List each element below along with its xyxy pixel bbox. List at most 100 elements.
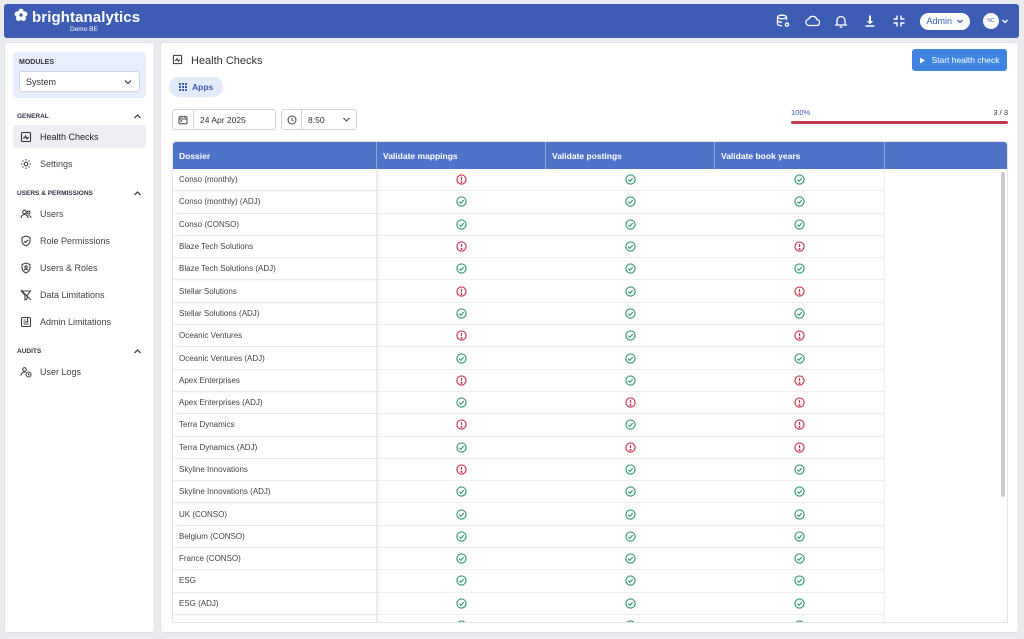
column-header-validate-postings[interactable]: Validate postings (546, 142, 715, 169)
table-row[interactable]: Oceanic Ventures (173, 325, 1007, 348)
database-settings-icon[interactable] (775, 13, 791, 29)
validate-book-years-status-check-circle-icon (715, 191, 885, 214)
validate-postings-status-check-circle-icon (546, 481, 715, 504)
validate-postings-status-check-circle-icon (546, 236, 715, 259)
sidebar-item-label: Admin Limitations (40, 316, 112, 327)
start-health-check-button[interactable]: Start health check (912, 49, 1007, 71)
sidebar-item-users-roles[interactable]: Users & Roles (13, 256, 146, 279)
validate-mappings-status-check-circle-icon (377, 548, 546, 571)
start-health-check-label: Start health check (931, 55, 1000, 65)
table-row[interactable]: Blaze Tech Solutions (173, 235, 1007, 259)
health-check-table: Dossier Validate mappings Validate posti… (172, 141, 1008, 623)
users-icon (20, 208, 32, 220)
validate-mappings-status-check-circle-icon (377, 347, 546, 370)
chevron-down-icon (124, 79, 132, 84)
chevron-down-icon (342, 115, 356, 124)
user-menu[interactable]: NC (983, 13, 1009, 29)
download-icon[interactable] (862, 13, 878, 29)
table-row[interactable]: Conso (monthly) (173, 169, 1007, 192)
section-users-permissions[interactable]: USERS & PERMISSIONS (13, 189, 146, 198)
sidebar-item-label: Settings (40, 158, 73, 169)
table-row[interactable]: Stellar Solutions (ADJ) (173, 302, 1007, 326)
notification-bell-icon[interactable] (833, 13, 849, 29)
brand-name: brightanalytics (32, 8, 141, 26)
table-scrollbar[interactable] (1001, 172, 1005, 497)
dossier-name: Apex Enterprises (ADJ) (173, 391, 377, 415)
table-row[interactable]: Oceanic Ventures (ADJ) (173, 347, 1007, 370)
validate-book-years-status-alert-circle-icon (715, 436, 885, 459)
row-spacer (885, 503, 1007, 525)
modules-select[interactable]: System (19, 71, 140, 92)
sidebar-item-users[interactable]: Users (13, 202, 146, 225)
column-header-dossier[interactable]: Dossier (173, 142, 377, 169)
top-bar: brightanalytics Demo BE Admin NC (4, 4, 1019, 38)
validate-mappings-status-check-circle-icon (377, 303, 546, 326)
table-row[interactable]: France (CONSO) (173, 548, 1007, 571)
sidebar-item-user-logs[interactable]: User Logs (13, 360, 146, 383)
table-row[interactable]: Conso (CONSO) (173, 213, 1007, 236)
grid-icon (179, 83, 187, 91)
table-row[interactable]: Terra Dynamics (ADJ) (173, 436, 1007, 459)
sidebar-item-role-permissions[interactable]: Role Permissions (13, 229, 146, 252)
column-header-validate-book-years[interactable]: Validate book years (715, 142, 885, 169)
calendar-icon[interactable] (173, 110, 194, 129)
date-picker[interactable]: 24 Apr 2025 (172, 109, 276, 130)
sidebar-item-settings[interactable]: Settings (13, 152, 146, 175)
section-users-permissions-label: USERS & PERMISSIONS (17, 190, 93, 197)
section-audits-label: AUDITS (17, 348, 42, 355)
table-row[interactable]: Skyline Innovations (ADJ) (173, 481, 1007, 504)
row-spacer (885, 437, 1007, 459)
tab-apps-label: Apps (192, 82, 214, 92)
table-row[interactable]: Stellar Solutions (173, 280, 1007, 303)
health-check-icon (172, 54, 183, 68)
section-general[interactable]: GENERAL (13, 112, 146, 121)
validate-book-years-status-alert-circle-icon (715, 369, 885, 392)
table-row[interactable]: Belgium (CONSO) (173, 525, 1007, 549)
validate-book-years-status-check-circle-icon (715, 614, 885, 622)
dossier-name: Oceanic Ventures (ADJ) (173, 347, 377, 370)
row-spacer (885, 191, 1007, 213)
chevron-down-icon (957, 19, 963, 24)
collapse-icon[interactable] (891, 13, 907, 29)
play-icon (920, 57, 926, 63)
validate-mappings-status-alert-circle-icon (377, 236, 546, 259)
row-spacer (885, 325, 1007, 347)
column-header-spacer (885, 142, 1007, 169)
validate-postings-status-check-circle-icon (546, 615, 715, 622)
table-row[interactable]: Skyline Innovations (173, 458, 1007, 482)
column-header-validate-mappings[interactable]: Validate mappings (377, 142, 546, 169)
validate-postings-status-check-circle-icon (546, 191, 715, 214)
table-body[interactable]: Conso (monthly) Conso (monthly) (ADJ) Cons… (173, 169, 1007, 622)
validate-book-years-status-check-circle-icon (715, 458, 885, 482)
sidebar-item-admin-limitations[interactable]: Admin Limitations (13, 310, 146, 333)
table-row[interactable]: Conso (monthly) (ADJ) (173, 191, 1007, 214)
table-row[interactable]: Apex Enterprises (173, 369, 1007, 392)
row-spacer (885, 615, 1007, 622)
table-row[interactable] (173, 614, 1007, 622)
row-spacer (885, 303, 1007, 325)
validate-postings-status-check-circle-icon (546, 526, 715, 549)
sidebar-item-data-limitations[interactable]: Data Limitations (13, 283, 146, 306)
dossier-name: Terra Dynamics (173, 414, 377, 437)
table-row[interactable]: Terra Dynamics (173, 414, 1007, 437)
sidebar-item-health-checks[interactable]: Health Checks (13, 125, 146, 148)
role-selector[interactable]: Admin (920, 12, 970, 30)
row-spacer (885, 169, 1007, 191)
table-row[interactable]: Apex Enterprises (ADJ) (173, 391, 1007, 415)
time-select[interactable]: 8:50 (281, 109, 357, 130)
health-check-progress: 100% 3 / 3 (791, 108, 1008, 124)
logo[interactable]: brightanalytics Demo BE (14, 8, 140, 34)
table-row[interactable]: Blaze Tech Solutions (ADJ) (173, 258, 1007, 281)
validate-mappings-status-check-circle-icon (377, 191, 546, 214)
table-row[interactable]: ESG (ADJ) (173, 592, 1007, 615)
tab-apps[interactable]: Apps (169, 77, 224, 97)
validate-postings-status-check-circle-icon (546, 258, 715, 281)
section-audits[interactable]: AUDITS (13, 347, 146, 356)
table-row[interactable]: UK (CONSO) (173, 503, 1007, 526)
validate-book-years-status-check-circle-icon (715, 213, 885, 236)
cloud-icon[interactable] (804, 13, 821, 29)
table-row[interactable]: ESG (173, 570, 1007, 593)
validate-book-years-status-alert-circle-icon (715, 280, 885, 303)
health-check-icon (20, 131, 32, 143)
chevron-down-icon (1002, 19, 1008, 24)
